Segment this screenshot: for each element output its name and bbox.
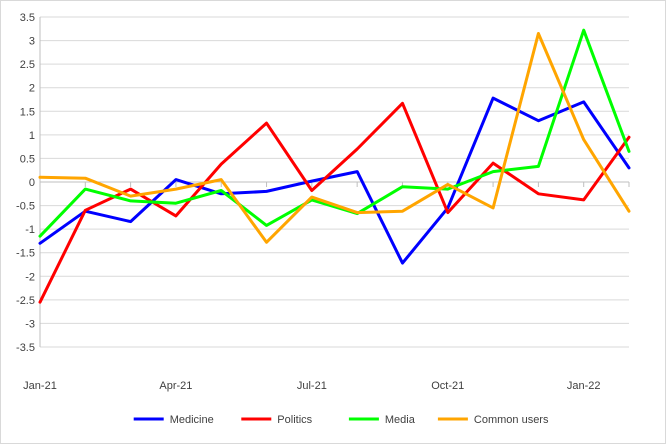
y-tick-label: -2.5	[16, 295, 35, 307]
y-tick-label: -1.5	[16, 248, 35, 260]
y-tick-label: 0	[29, 177, 35, 189]
legend-label-politics: Politics	[277, 414, 312, 426]
y-tick-label: 2	[29, 83, 35, 95]
series-line-politics	[38, 101, 631, 304]
y-tick-label: 3.5	[20, 12, 35, 24]
x-tick-label: Jan-21	[23, 380, 57, 392]
y-tick-label: -3.5	[16, 342, 35, 354]
series-line-common-users	[38, 32, 631, 244]
y-tick-label: -0.5	[16, 201, 35, 213]
x-tick-label: Jul-21	[297, 380, 327, 392]
legend: Medicine Politics Media Common users	[133, 414, 549, 426]
gridlines	[40, 16, 629, 348]
y-tick-label: 1.5	[20, 106, 35, 118]
x-tick-label: Apr-21	[159, 380, 192, 392]
y-tick-label: -3	[25, 318, 35, 330]
series-line-media	[38, 28, 631, 238]
y-tick-label: 2.5	[20, 59, 35, 71]
series-line-medicine	[38, 96, 631, 265]
y-tick-label: -1	[25, 224, 35, 236]
x-tick-label: Jan-22	[567, 380, 601, 392]
y-tick-label: 0.5	[20, 153, 35, 165]
y-tick-label: 3	[29, 36, 35, 48]
legend-label-common-users: Common users	[474, 414, 549, 426]
y-tick-label: 1	[29, 130, 35, 142]
axes: 3.5 3 2.5 2 1.5 1 0.5 0 -0.5 -1 -1.5 -2 -2.5 -3 -3.5 Ja…	[16, 12, 630, 392]
legend-label-medicine: Medicine	[170, 414, 214, 426]
y-tick-label: -2	[25, 271, 35, 283]
series-lines	[38, 28, 631, 304]
x-tick-label: Oct-21	[431, 380, 464, 392]
legend-label-media: Media	[385, 414, 416, 426]
